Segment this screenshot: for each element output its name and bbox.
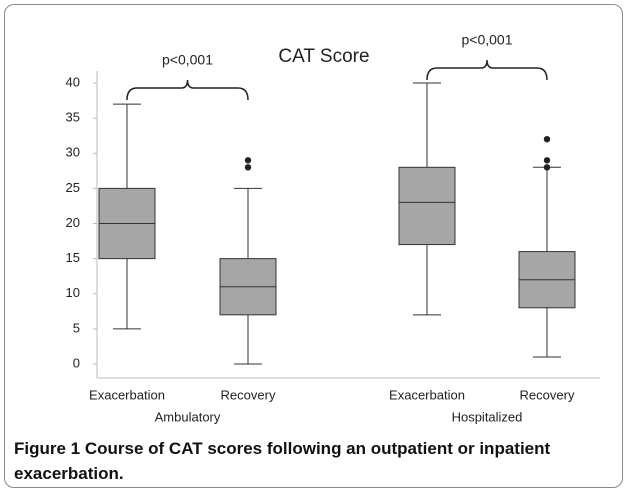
y-tick-label: 0 xyxy=(73,355,80,370)
y-tick-label: 15 xyxy=(66,250,80,265)
figure-frame xyxy=(4,4,623,488)
y-tick-label: 25 xyxy=(66,180,80,195)
outlier xyxy=(244,157,252,164)
significance-brace xyxy=(426,59,548,81)
caption-text: Course of CAT scores following an outpat… xyxy=(14,439,551,483)
y-tick-label: 30 xyxy=(66,145,80,160)
chart-title: CAT Score xyxy=(278,46,369,67)
group-label: Ambulatory xyxy=(155,409,221,424)
box xyxy=(398,166,456,246)
x-tick-label: Exacerbation xyxy=(389,387,465,402)
significance-brace xyxy=(126,79,249,101)
y-tick-label: 20 xyxy=(66,215,80,230)
y-tick-label: 35 xyxy=(66,110,80,125)
x-tick-label: Recovery xyxy=(221,387,276,402)
annotation: p<0,001 xyxy=(162,52,213,68)
y-tick-label: 5 xyxy=(73,320,80,335)
outlier xyxy=(543,164,551,171)
outlier xyxy=(543,157,551,164)
x-tick-label: Exacerbation xyxy=(89,387,165,402)
outlier xyxy=(543,136,551,143)
group-label: Hospitalized xyxy=(452,409,523,424)
caption-label: Figure 1 xyxy=(14,439,81,458)
y-tick-label: 10 xyxy=(66,285,80,300)
outlier xyxy=(244,164,252,171)
y-tick-label: 40 xyxy=(66,74,80,89)
caption: Figure 1 Course of CAT scores following … xyxy=(14,436,614,486)
annotation: p<0,001 xyxy=(462,32,513,48)
x-tick-label: Recovery xyxy=(520,387,575,402)
